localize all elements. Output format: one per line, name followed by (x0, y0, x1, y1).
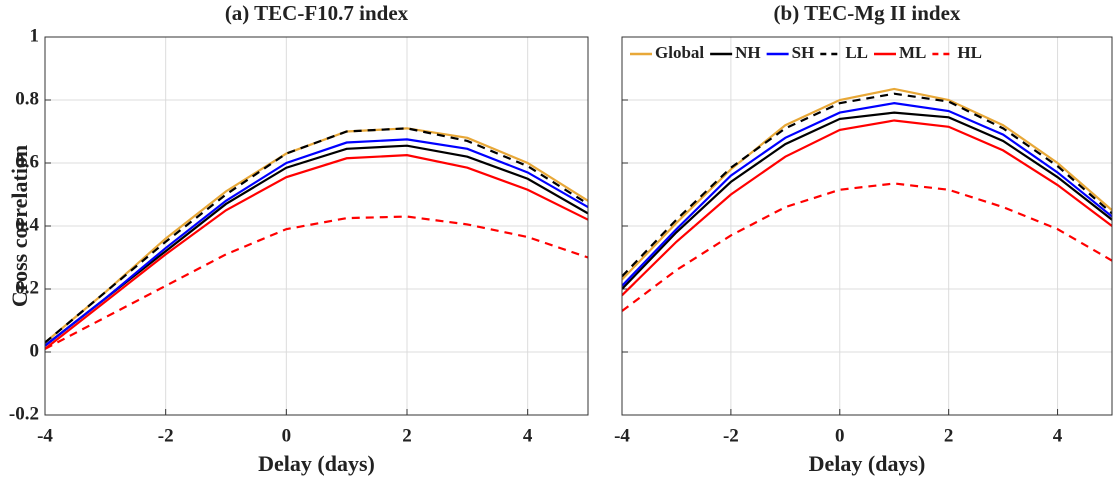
series-line (622, 92, 1112, 278)
series-line (45, 144, 588, 347)
x-tick-label: -2 (158, 425, 174, 446)
series-line (622, 87, 1112, 281)
series-line (45, 154, 588, 350)
x-tick-label: -4 (37, 425, 53, 446)
chart-title: (b) TEC-Mg II index (774, 1, 961, 25)
y-axis-label: Cross correlation (7, 145, 32, 307)
x-tick-label: 4 (1053, 425, 1063, 446)
x-tick-label: 0 (282, 425, 292, 446)
x-tick-label: -2 (723, 425, 739, 446)
y-tick-label: -0.2 (9, 403, 39, 424)
y-tick-label: 0.2 (15, 277, 39, 298)
x-tick-label: -4 (614, 425, 630, 446)
chart-title: (a) TEC-F10.7 index (225, 1, 409, 25)
x-tick-label: 2 (402, 425, 412, 446)
x-axis-label: Delay (days) (258, 451, 375, 476)
x-tick-label: 2 (944, 425, 954, 446)
series-line (45, 127, 588, 344)
legend-label: ML (899, 43, 926, 62)
legend-label: Global (655, 43, 704, 62)
x-axis-label: Delay (days) (809, 451, 926, 476)
x-tick-label: 4 (523, 425, 533, 446)
series-line (622, 182, 1112, 312)
y-tick-label: 0.6 (15, 151, 39, 172)
y-tick-label: 1 (30, 25, 40, 46)
legend-label: SH (792, 43, 815, 62)
series-line (45, 215, 588, 350)
legend-label: NH (735, 43, 761, 62)
series-line (622, 119, 1112, 297)
axes-frame (44, 36, 589, 416)
x-tick-label: 0 (835, 425, 845, 446)
legend-label: LL (845, 43, 868, 62)
series-line (45, 138, 588, 347)
y-tick-label: 0.4 (15, 214, 39, 235)
legend-label: HL (957, 43, 982, 62)
axes-frame (621, 36, 1113, 416)
y-tick-label: 0 (30, 340, 40, 361)
series-line (622, 111, 1112, 290)
y-tick-label: 0.8 (15, 88, 39, 109)
series-line (622, 102, 1112, 287)
